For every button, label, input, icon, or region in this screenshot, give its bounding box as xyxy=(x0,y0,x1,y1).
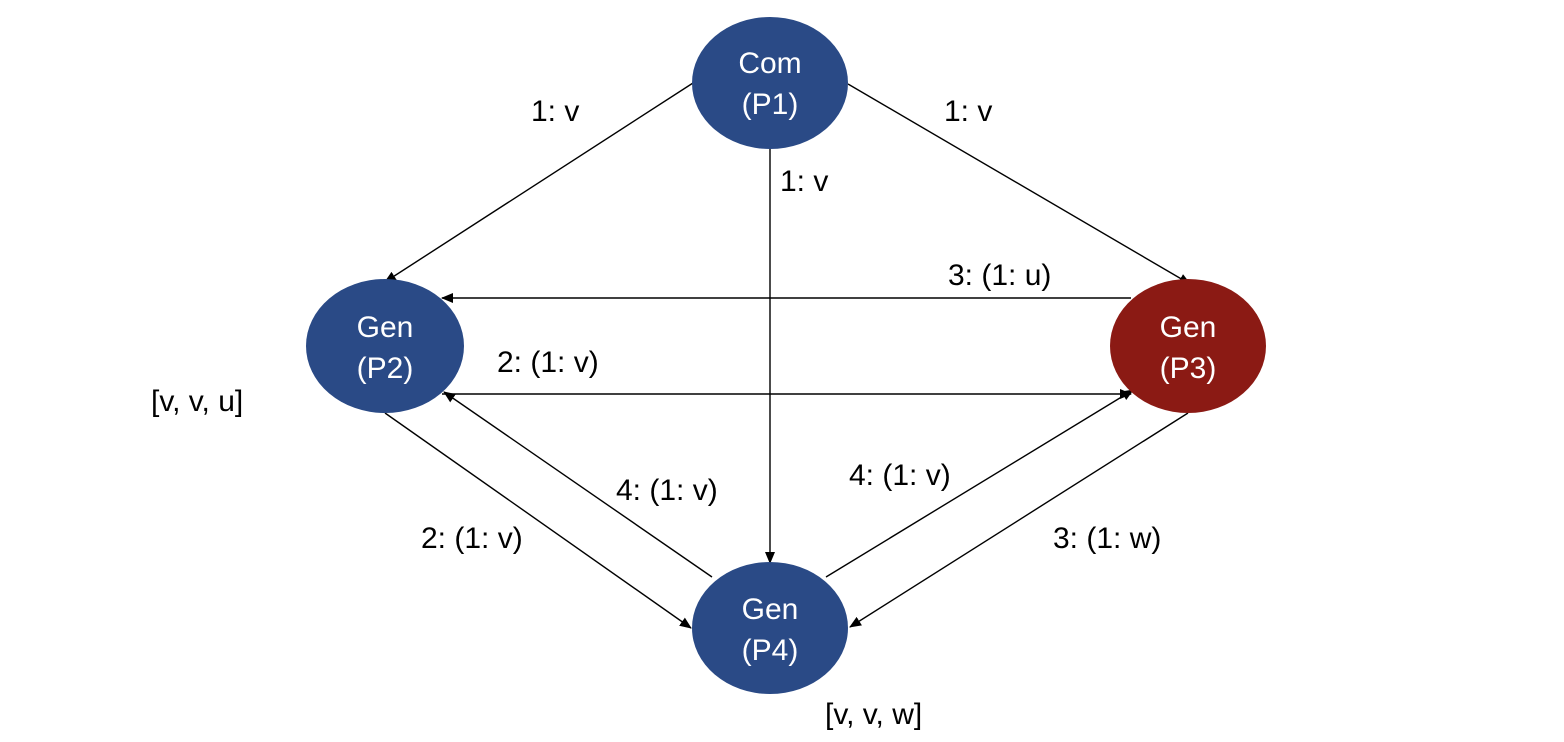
node-p4-id: (P4) xyxy=(742,634,799,667)
decision-vector-p4: [v, v, w] xyxy=(825,698,922,731)
edge-label-p3-p4: 3: (1: w) xyxy=(1053,522,1161,555)
edge-p4-to-p2 xyxy=(443,391,713,578)
node-p3-id: (P3) xyxy=(1160,352,1217,385)
edge-p1-to-p2 xyxy=(384,82,694,283)
node-p4: Gen (P4) xyxy=(692,562,848,694)
node-p1-id: (P1) xyxy=(742,88,799,121)
node-p1: Com (P1) xyxy=(692,17,848,149)
node-p1-shape xyxy=(692,17,848,149)
edge-label-p4-p3: 4: (1: v) xyxy=(849,459,951,492)
edge-label-p2-p4: 2: (1: v) xyxy=(421,522,523,555)
node-p2-shape xyxy=(306,279,464,413)
edge-label-p1-p4: 1: v xyxy=(780,165,828,198)
node-p2-name: Gen xyxy=(357,311,414,344)
node-p3-name: Gen xyxy=(1160,311,1217,344)
node-p2: Gen (P2) xyxy=(306,279,464,413)
edge-p1-to-p3 xyxy=(847,83,1191,285)
edge-label-p1-p3: 1: v xyxy=(944,95,992,128)
edge-p3-to-p4 xyxy=(849,412,1189,628)
node-p4-name: Gen xyxy=(742,593,799,626)
edge-label-p4-p2: 4: (1: v) xyxy=(616,474,718,507)
node-p1-name: Com xyxy=(738,47,801,80)
node-p4-shape xyxy=(692,562,848,694)
edge-p4-to-p3 xyxy=(825,389,1134,578)
edge-p2-to-p4 xyxy=(384,412,692,629)
node-p3-shape xyxy=(1110,279,1266,413)
edge-label-p2-p3: 2: (1: v) xyxy=(497,346,599,379)
edge-label-p3-p2: 3: (1: u) xyxy=(948,259,1051,292)
edges xyxy=(384,82,1191,629)
decision-vector-p2: [v, v, u] xyxy=(151,385,243,418)
edge-label-p1-p2: 1: v xyxy=(531,95,579,128)
node-p2-id: (P2) xyxy=(357,352,414,385)
node-p3: Gen (P3) xyxy=(1110,279,1266,413)
edge-labels: 1: v 1: v 1: v 3: (1: u) 2: (1: v) 4: (1… xyxy=(421,95,1161,555)
